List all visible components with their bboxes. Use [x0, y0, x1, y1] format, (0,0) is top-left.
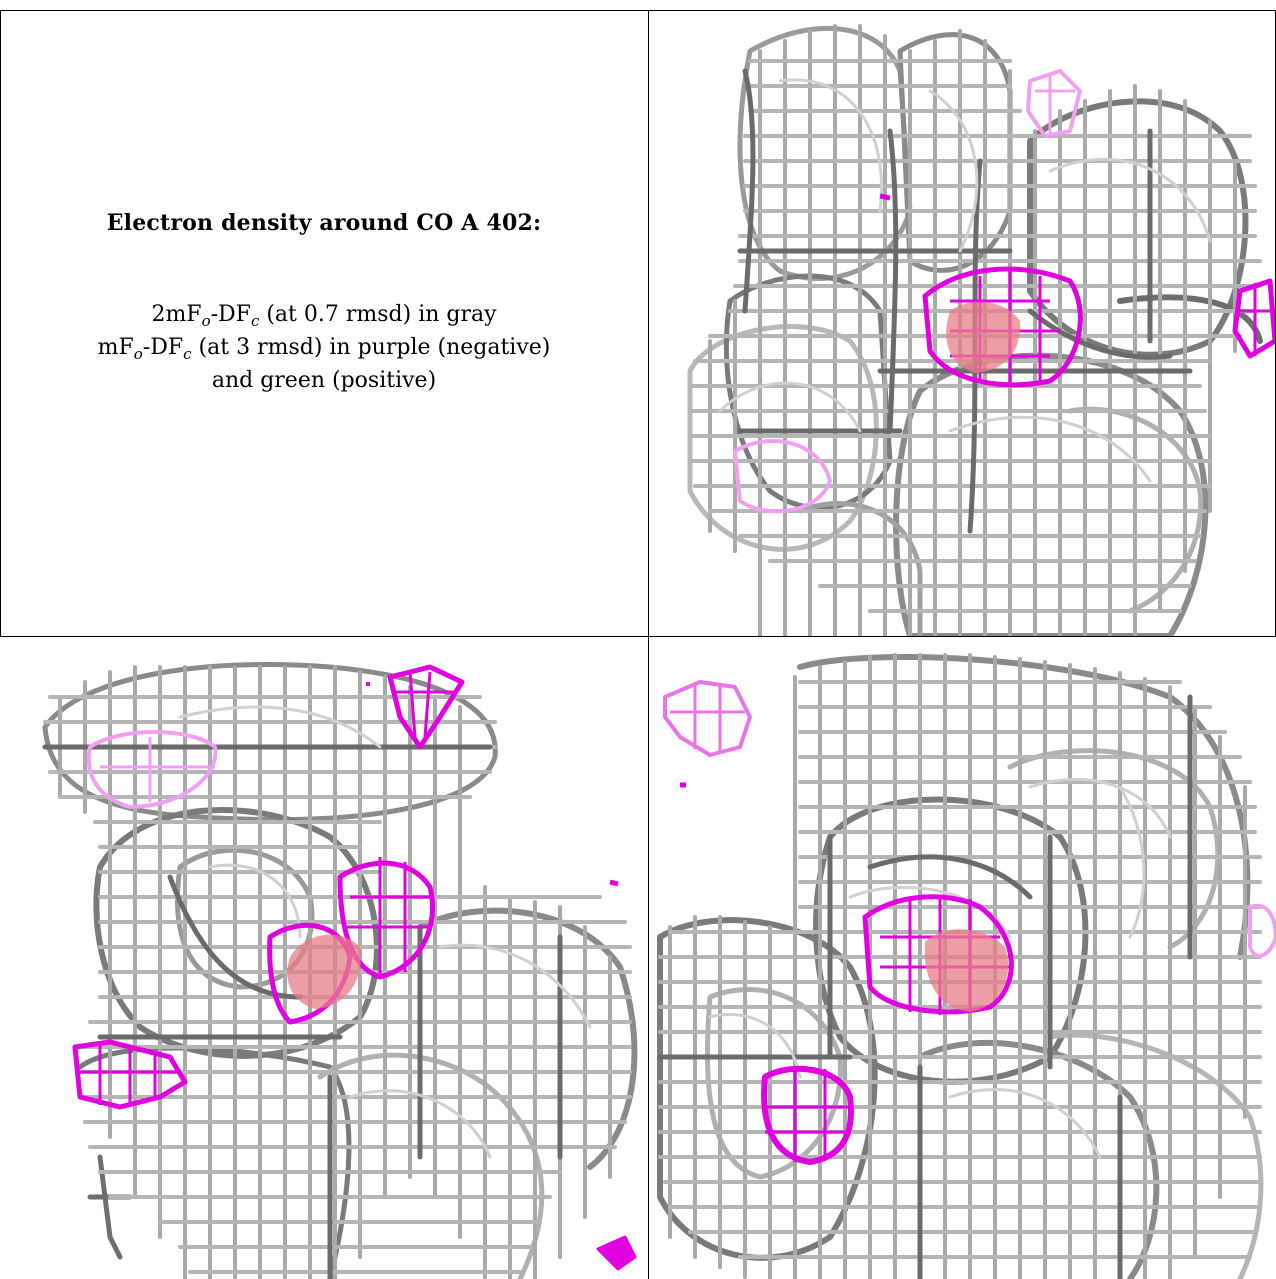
border-middle-horizontal [0, 636, 1276, 637]
ligand-co-blob [287, 934, 361, 1009]
gray-density-mesh [657, 653, 1264, 1279]
caption-cell: Electron density around CO A 402: 2mFo-D… [0, 0, 648, 637]
border-middle-vertical [648, 10, 649, 1279]
density-mesh-svg-bottom-left [42, 662, 638, 1279]
density-mesh-svg-bottom-right [657, 653, 1276, 1279]
caption-line-green: and green (positive) [211, 368, 437, 393]
caption-text: 2mFo-DFc (at 0.7 rmsd) in gray mFo-DFc (… [98, 298, 551, 397]
caption-line-2mfo-dfc: 2mFo-DFc (at 0.7 rmsd) in gray [151, 302, 497, 330]
border-left [0, 10, 1, 637]
negative-density-purple [72, 664, 637, 1271]
ligand-co-blob [924, 929, 1009, 1012]
density-panel-bottom-left [0, 637, 648, 1279]
density-mesh-svg-top-right [687, 24, 1275, 636]
caption-line-mfo-dfc: mFo-DFc (at 3 rmsd) in purple (negative) [97, 335, 551, 363]
density-panel-top-right [650, 11, 1275, 636]
border-top [0, 10, 1276, 11]
ligand-co-blob [946, 301, 1021, 373]
caption-title: Electron density around CO A 402: [106, 210, 542, 236]
density-panel-bottom-right [650, 637, 1276, 1279]
